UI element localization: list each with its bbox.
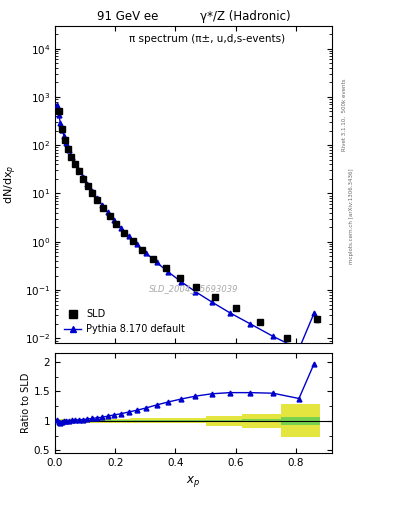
- Bar: [281, 417, 320, 425]
- Bar: [281, 404, 320, 437]
- Text: γ*/Z (Hadronic): γ*/Z (Hadronic): [200, 10, 290, 23]
- Y-axis label: Ratio to SLD: Ratio to SLD: [21, 373, 31, 433]
- Bar: [206, 420, 242, 422]
- Text: mcplots.cern.ch [arXiv:1306.3436]: mcplots.cern.ch [arXiv:1306.3436]: [349, 168, 354, 264]
- X-axis label: $x_p$: $x_p$: [187, 474, 200, 488]
- Y-axis label: dN/dx$_p$: dN/dx$_p$: [3, 164, 19, 204]
- Bar: [130, 420, 206, 422]
- Bar: [242, 414, 281, 428]
- Text: π spectrum (π±, u,d,s-events): π spectrum (π±, u,d,s-events): [129, 34, 285, 44]
- Bar: [206, 416, 242, 425]
- Text: 91 GeV ee: 91 GeV ee: [97, 10, 158, 23]
- Bar: [55, 420, 130, 422]
- Bar: [242, 419, 281, 422]
- Text: Rivet 3.1.10,  500k events: Rivet 3.1.10, 500k events: [342, 78, 346, 151]
- Legend: SLD, Pythia 8.170 default: SLD, Pythia 8.170 default: [60, 306, 189, 338]
- Bar: [55, 419, 130, 422]
- Bar: [130, 418, 206, 423]
- Text: SLD_2004_S5693039: SLD_2004_S5693039: [149, 285, 238, 293]
